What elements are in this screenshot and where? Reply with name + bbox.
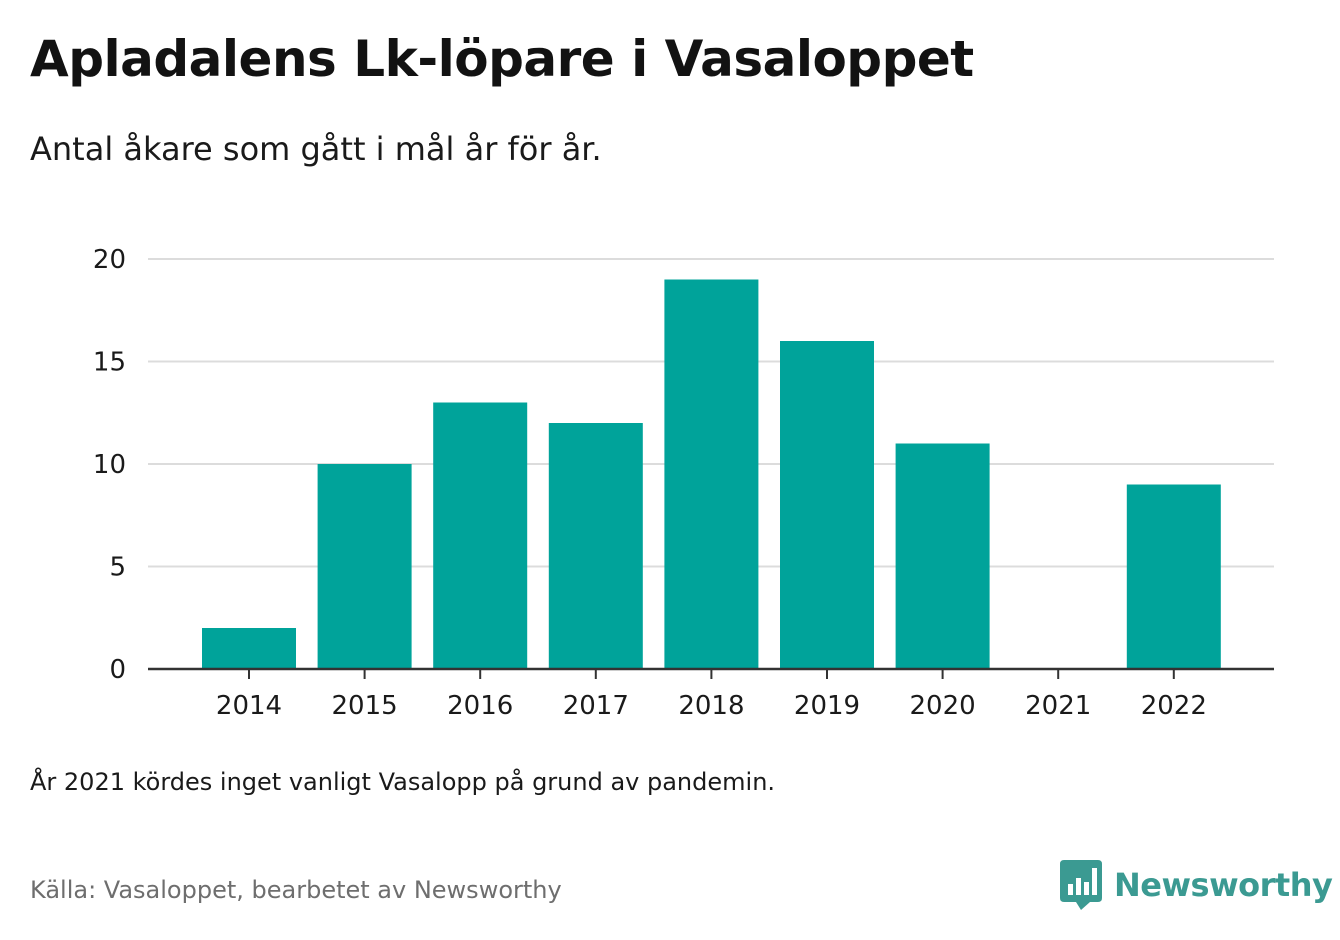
x-axis-labels: 2014 2015 2016 2017 2018 2019 2020 2021 2022 — [216, 691, 1207, 721]
bar-2014 — [202, 628, 296, 669]
x-tick-label: 2020 — [910, 691, 976, 721]
x-axis-ticks — [248, 669, 1175, 679]
x-tick-label: 2014 — [216, 691, 282, 721]
x-tick-label: 2022 — [1141, 691, 1207, 721]
bar-2018 — [664, 279, 759, 669]
x-tick-label: 2018 — [678, 691, 744, 721]
bar-2017 — [548, 423, 643, 669]
bar-chart: 0 5 10 15 20 2014 2015 2016 2017 2018 2019 2020 202… — [93, 245, 1274, 721]
source-credit: Källa: Vasaloppet, bearbetet av Newswort… — [30, 876, 562, 904]
brand-name: Newsworthy — [1114, 866, 1333, 904]
x-tick-label: 2021 — [1025, 691, 1091, 721]
y-tick-label: 15 — [93, 348, 126, 378]
x-tick-label: 2015 — [332, 691, 398, 721]
y-tick-label: 5 — [109, 553, 126, 583]
y-axis-labels: 0 5 10 15 20 — [93, 245, 126, 685]
x-tick-label: 2016 — [447, 691, 513, 721]
bar-2022 — [1126, 484, 1221, 669]
y-tick-label: 10 — [93, 450, 126, 480]
y-tick-label: 20 — [93, 245, 126, 275]
chart-title: Apladalens Lk-löpare i Vasaloppet — [30, 30, 974, 88]
bar-2020 — [895, 443, 990, 669]
x-tick-label: 2017 — [563, 691, 629, 721]
bar-2016 — [433, 402, 528, 669]
bar-2019 — [780, 341, 874, 669]
bar-2015 — [317, 464, 412, 669]
bars — [202, 279, 1221, 669]
y-tick-label: 0 — [109, 655, 126, 685]
chart-subtitle: Antal åkare som gått i mål år för år. — [30, 130, 602, 168]
newsworthy-logo-icon — [1060, 860, 1102, 910]
newsworthy-logo[interactable]: Newsworthy — [1060, 860, 1333, 910]
x-tick-label: 2019 — [794, 691, 860, 721]
footnote: År 2021 kördes inget vanligt Vasalopp på… — [30, 768, 776, 796]
